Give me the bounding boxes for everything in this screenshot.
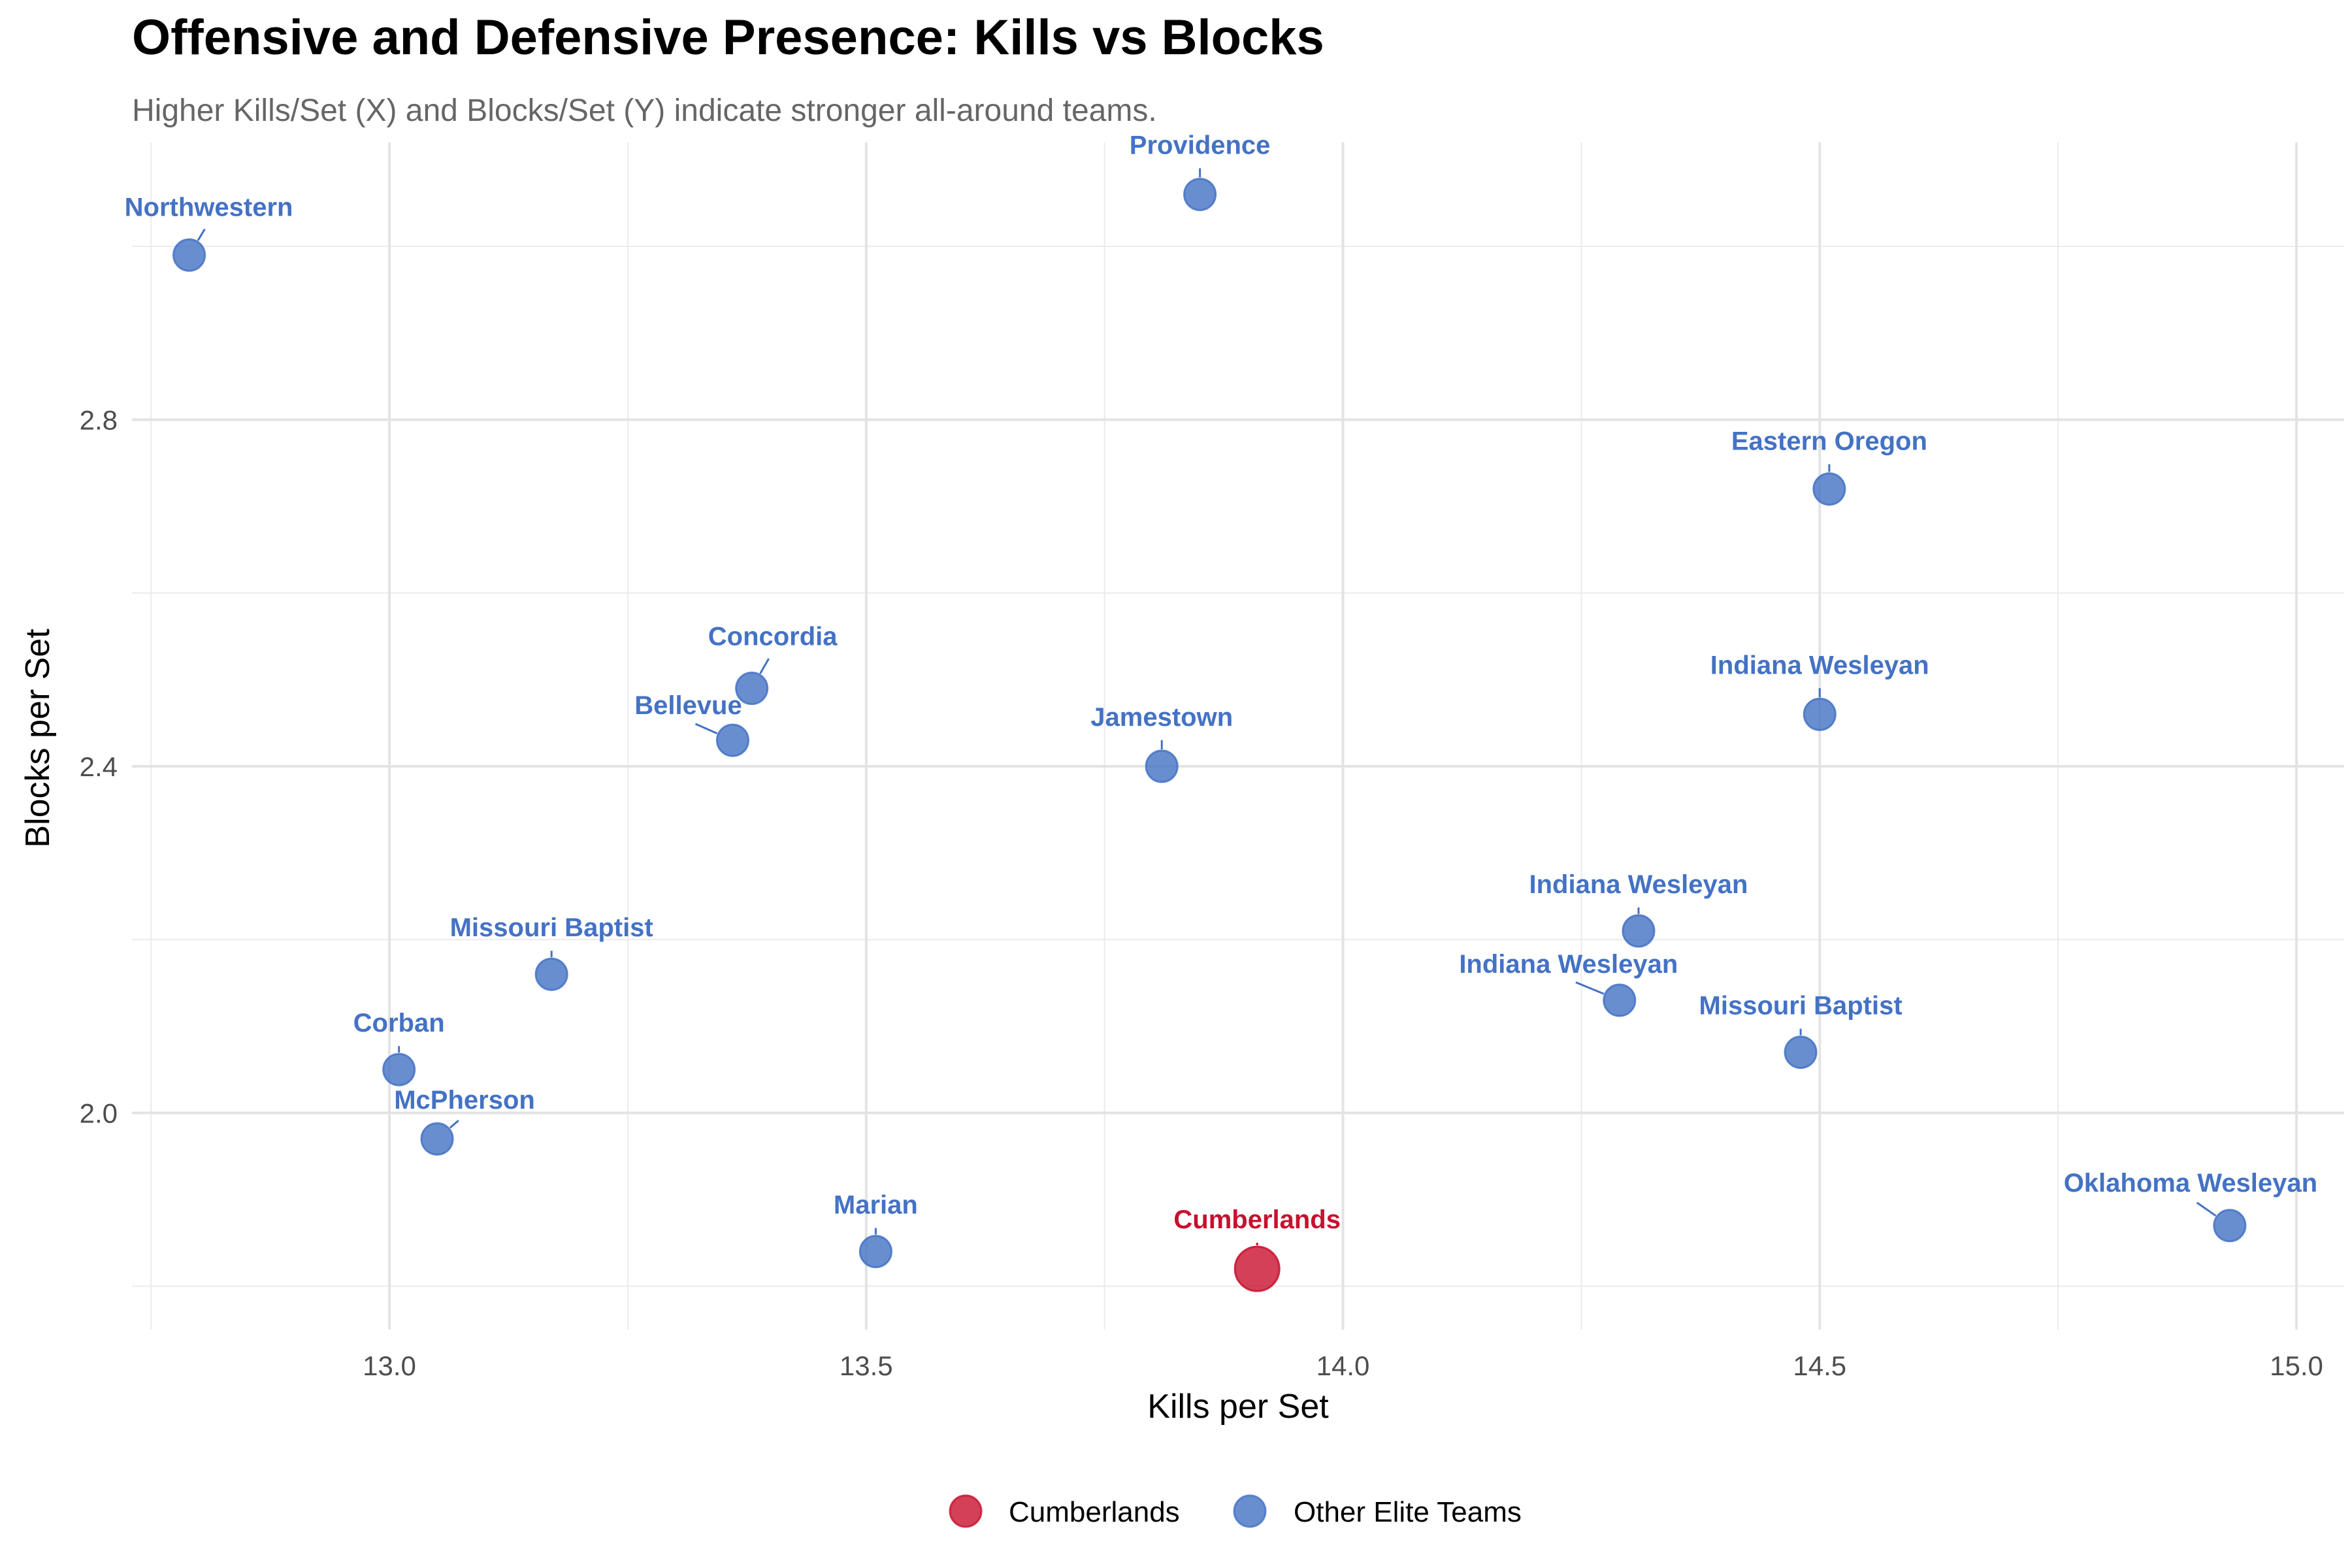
point-label: Missouri Baptist (450, 913, 653, 942)
leader-line (197, 228, 206, 241)
point-label: Northwestern (125, 193, 293, 221)
y-tick-label: 2.4 (80, 751, 118, 782)
x-tick-label: 13.5 (840, 1350, 893, 1381)
leader-line (1575, 981, 1605, 995)
point-label: Providence (1130, 131, 1271, 160)
point-label: Jamestown (1090, 703, 1233, 732)
point-label: Missouri Baptist (1699, 992, 1903, 1021)
legend-label-other-elite-teams: Other Elite Teams (1294, 1496, 1522, 1528)
data-point-other-elite-teams (172, 238, 206, 272)
tick-layer: 13.0 13.5 14.0 14.5 15.0 2.0 2.4 2.8 (80, 404, 2323, 1381)
grid-layer (132, 142, 2344, 1330)
data-point-other-elite-teams (1803, 697, 1837, 731)
leader-line (759, 658, 770, 674)
point-label: Bellevue (634, 691, 742, 720)
data-point-cumberlands (1233, 1245, 1281, 1292)
legend-swatch-other-elite-teams (1233, 1494, 1267, 1528)
data-point-other-elite-teams (735, 672, 769, 706)
leader-line (2196, 1201, 2217, 1217)
data-point-other-elite-teams (2213, 1209, 2247, 1243)
data-point-other-elite-teams (420, 1122, 454, 1156)
point-label: Concordia (708, 623, 838, 651)
data-point-other-elite-teams (1603, 983, 1637, 1017)
data-point-other-elite-teams (1784, 1036, 1818, 1070)
x-tick-label: 14.0 (1316, 1350, 1370, 1381)
point-label: Oklahoma Wesleyan (2064, 1169, 2317, 1198)
chart-subtitle: Higher Kills/Set (X) and Blocks/Set (Y) … (132, 93, 1157, 128)
x-tick-label: 14.5 (1793, 1350, 1846, 1381)
x-tick-label: 15.0 (2270, 1350, 2323, 1381)
x-tick-label: 13.0 (363, 1350, 416, 1381)
data-point-other-elite-teams (1145, 749, 1179, 783)
point-label: Indiana Wesleyan (1710, 651, 1929, 679)
label-layer: Cumberlands Northwestern Providence Eastern… (125, 131, 2317, 1235)
legend: Cumberlands Other Elite Teams (949, 1494, 1522, 1528)
point-label: Indiana Wesleyan (1459, 950, 1678, 979)
data-point-other-elite-teams (1183, 178, 1217, 212)
point-label: Corban (353, 1009, 445, 1037)
point-label: Eastern Oregon (1731, 427, 1927, 456)
data-point-other-elite-teams (1812, 472, 1846, 506)
data-point-other-elite-teams (1622, 914, 1656, 948)
y-axis-title: Blocks per Set (19, 629, 57, 848)
x-axis-title: Kills per Set (1147, 1388, 1329, 1426)
data-point-other-elite-teams (715, 723, 749, 757)
y-tick-label: 2.0 (80, 1098, 118, 1128)
data-point-other-elite-teams (382, 1053, 416, 1086)
leader-layer (197, 168, 2217, 1246)
data-point-other-elite-teams (534, 957, 568, 991)
point-label: Cumberlands (1173, 1205, 1341, 1234)
point-label: McPherson (394, 1086, 535, 1115)
leader-line (449, 1119, 459, 1129)
chart-title: Offensive and Defensive Presence: Kills … (132, 10, 1324, 65)
data-point-other-elite-teams (858, 1235, 892, 1269)
point-layer (172, 178, 2247, 1292)
point-label: Marian (834, 1191, 918, 1220)
leader-line (694, 723, 718, 735)
legend-label-cumberlands: Cumberlands (1009, 1496, 1180, 1528)
legend-swatch-cumberlands (949, 1494, 983, 1528)
point-label: Indiana Wesleyan (1529, 870, 1748, 899)
y-tick-label: 2.8 (80, 404, 118, 435)
